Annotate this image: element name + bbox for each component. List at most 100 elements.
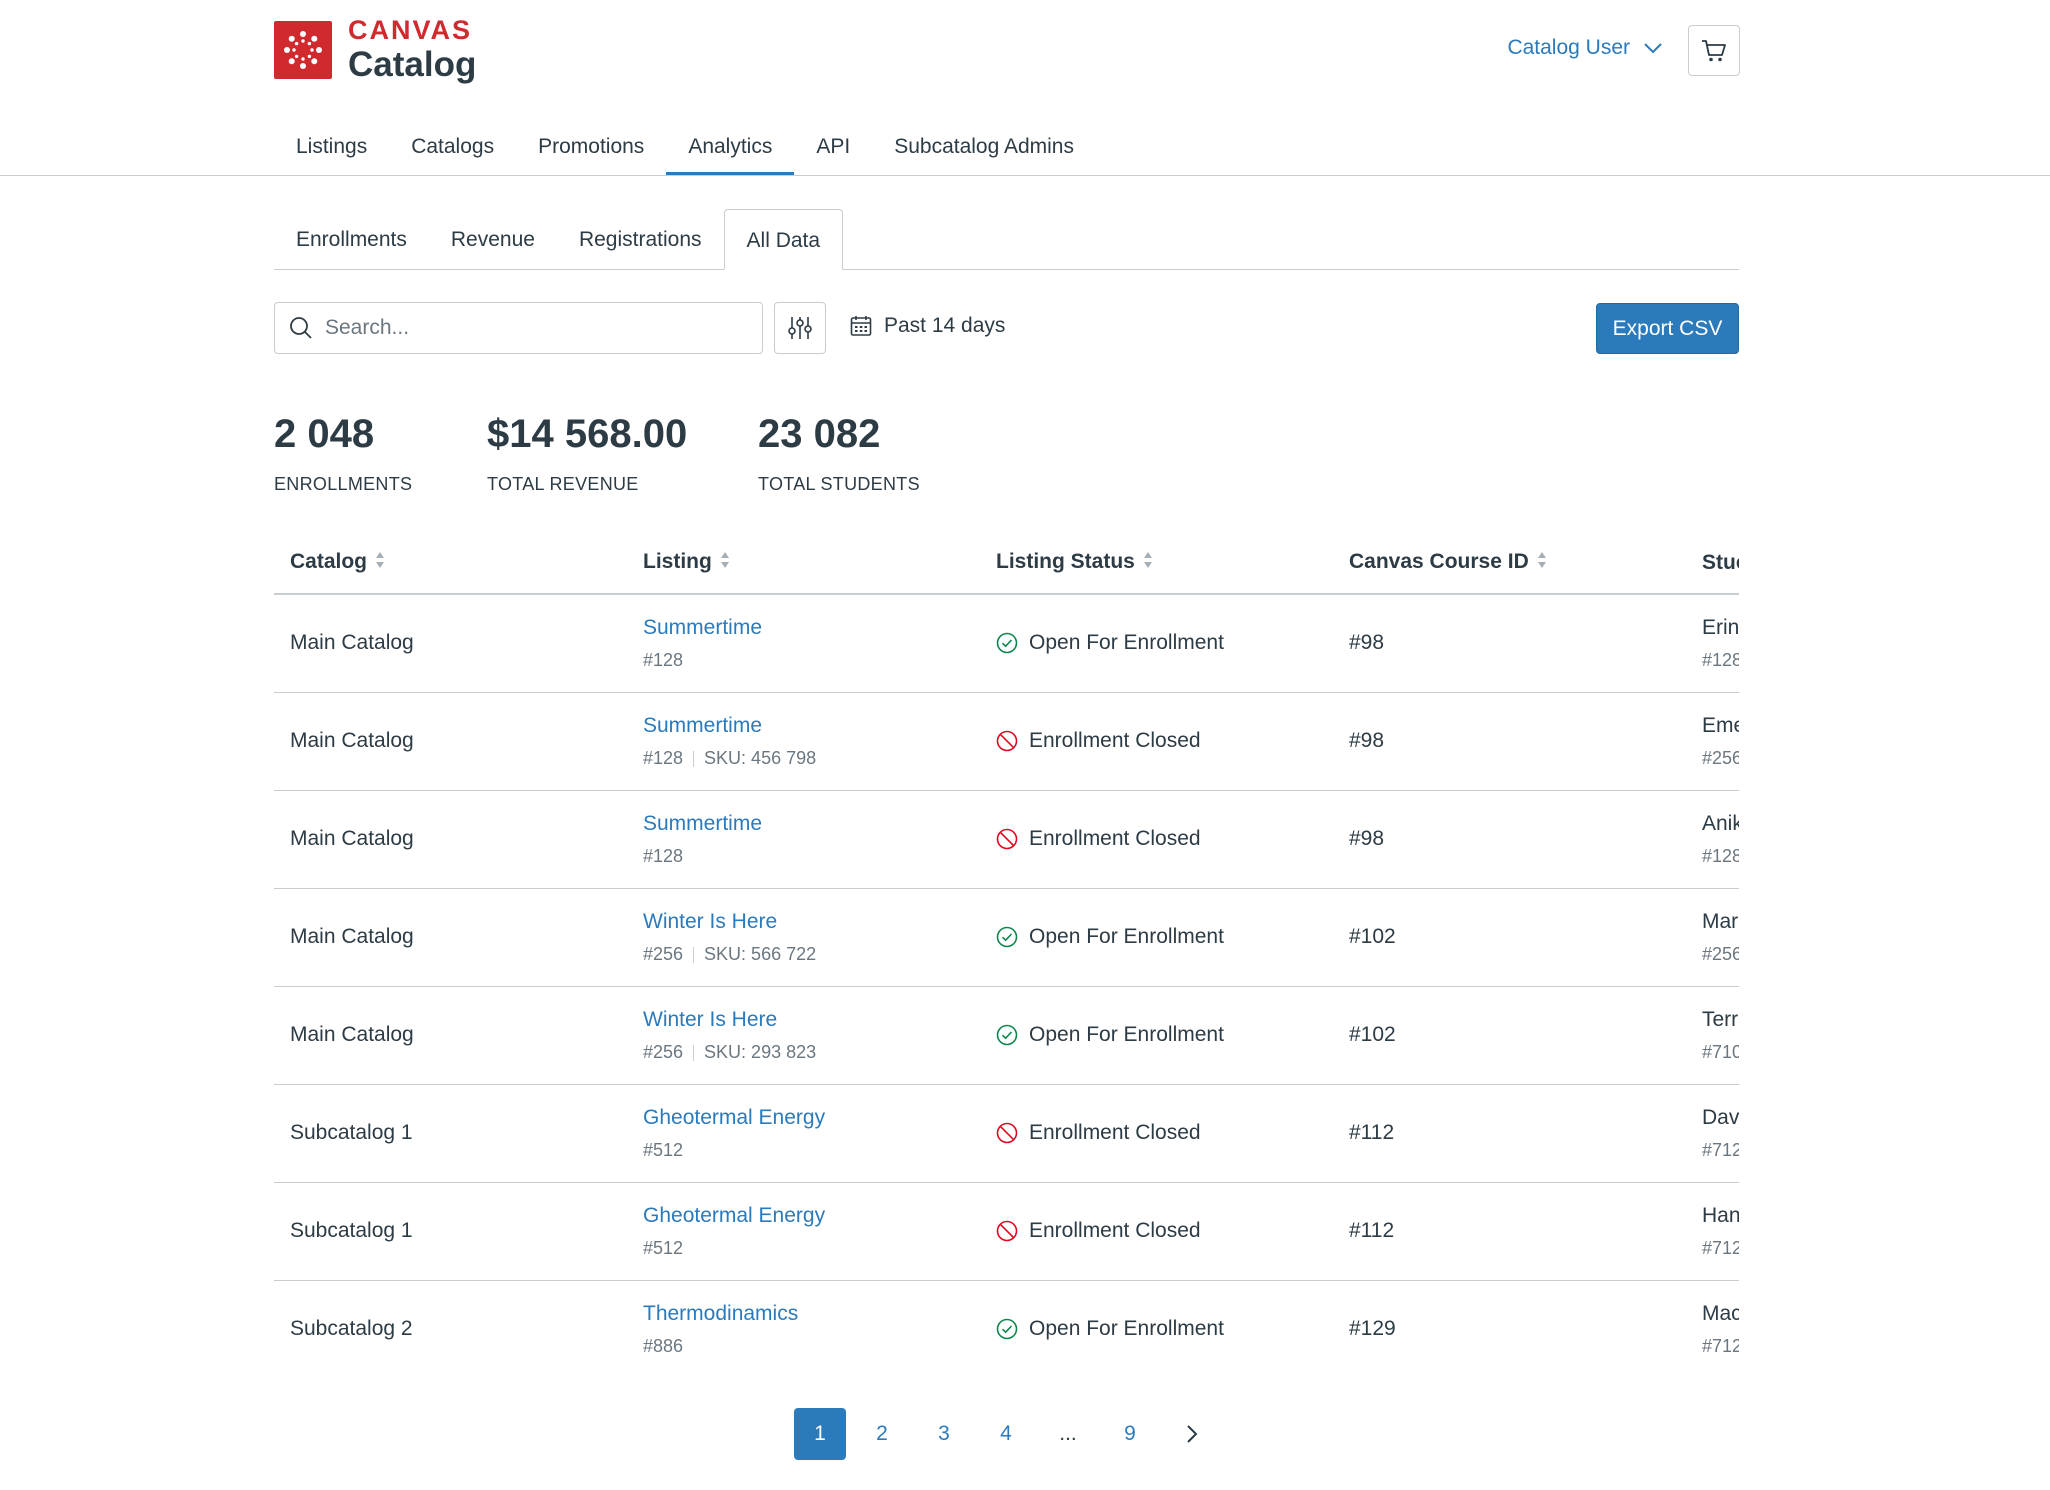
user-menu[interactable]: Catalog User: [1507, 36, 1662, 60]
cart-icon: [1702, 39, 1726, 61]
analytics-tabs: Enrollments Revenue Registrations All Da…: [274, 209, 1739, 270]
tab-enrollments[interactable]: Enrollments: [296, 228, 407, 251]
listing-meta: #128: [643, 846, 980, 867]
listing-link[interactable]: Gheotermal Energy: [643, 1106, 826, 1129]
stat-label: ENROLLMENTS: [274, 474, 413, 494]
cart-button[interactable]: [1688, 25, 1740, 76]
page-button[interactable]: 2: [876, 1422, 888, 1445]
listing-sku: SKU: 566 722: [704, 944, 817, 964]
listing-id: #256: [643, 944, 684, 964]
cell-catalog: Subcatalog 1: [274, 1182, 627, 1281]
sort-icon: [1537, 551, 1547, 575]
column-header-student[interactable]: Stuc: [1686, 532, 1739, 595]
nav-promotions[interactable]: Promotions: [538, 135, 645, 158]
table-row: Subcatalog 2 Thermodinamics #886 Open For E…: [274, 1280, 1739, 1377]
cell-status: Open For Enrollment: [980, 594, 1333, 693]
stat-label: TOTAL REVENUE: [487, 474, 639, 494]
search-box: [274, 302, 763, 354]
table-row: Main Catalog Winter Is Here #256 SKU: 293 8…: [274, 986, 1739, 1085]
meta-separator: [693, 947, 695, 964]
nav-analytics[interactable]: Analytics: [666, 130, 795, 176]
export-csv-button[interactable]: Export CSV: [1596, 303, 1739, 354]
page-button[interactable]: 4: [1000, 1422, 1012, 1445]
cell-student: Terr #710: [1686, 986, 1739, 1085]
check-circle-icon: [996, 1024, 1018, 1046]
tab-revenue[interactable]: Revenue: [450, 228, 535, 251]
listing-id: #886: [643, 1336, 684, 1356]
column-header-catalog[interactable]: Catalog: [274, 532, 627, 595]
tab-registrations[interactable]: Registrations: [578, 228, 702, 251]
cell-status: Enrollment Closed: [980, 1182, 1333, 1281]
listing-link[interactable]: Summertime: [643, 812, 763, 835]
column-header-listing-status[interactable]: Listing Status: [980, 532, 1333, 595]
student-id: #256: [1702, 944, 1739, 964]
cell-status: Enrollment Closed: [980, 790, 1333, 889]
cell-catalog: Main Catalog: [274, 594, 627, 693]
column-header-label: Listing: [643, 550, 712, 574]
status-label: Enrollment Closed: [1029, 1219, 1201, 1242]
date-range-label: Past 14 days: [884, 314, 1006, 337]
cell-listing: Summertime #128: [627, 594, 980, 693]
page-button[interactable]: 3: [938, 1422, 950, 1445]
listing-meta: #128: [643, 650, 980, 671]
search-icon: [290, 317, 312, 339]
listing-link[interactable]: Thermodinamics: [643, 1302, 799, 1325]
status-badge: Enrollment Closed: [996, 1219, 1333, 1243]
cell-student: Mac #712: [1686, 1280, 1739, 1377]
listing-link[interactable]: Summertime: [643, 616, 763, 640]
column-header-course-id[interactable]: Canvas Course ID: [1333, 532, 1686, 595]
student-id: #256: [1702, 748, 1739, 768]
filter-button[interactable]: [774, 302, 826, 354]
page-button[interactable]: 9: [1124, 1422, 1136, 1445]
student-name: Han: [1702, 1204, 1739, 1227]
sort-icon: [720, 551, 730, 575]
cell-course-id: #98: [1333, 692, 1686, 791]
column-header-label: Stuc: [1702, 550, 1739, 574]
nav-catalogs[interactable]: Catalogs: [411, 135, 495, 158]
listing-meta: #886: [643, 1336, 980, 1357]
date-range-picker[interactable]: Past 14 days: [850, 314, 1005, 338]
column-header-listing[interactable]: Listing: [627, 532, 980, 595]
listing-link[interactable]: Summertime: [643, 714, 763, 737]
stat-total-students: 23 082 TOTAL STUDENTS: [758, 408, 920, 495]
listing-meta: #512: [643, 1238, 980, 1259]
student-id: #712: [1702, 1336, 1739, 1356]
cell-status: Open For Enrollment: [980, 1280, 1333, 1377]
calendar-icon: [850, 316, 872, 336]
student-name: Eme: [1702, 714, 1739, 737]
nav-api[interactable]: API: [816, 135, 851, 158]
check-circle-icon: [996, 1318, 1018, 1340]
listing-link[interactable]: Winter Is Here: [643, 1008, 778, 1031]
data-table-container[interactable]: Catalog Listing Listing Status Canvas Co…: [274, 532, 1739, 1377]
no-entry-icon: [996, 1220, 1018, 1242]
chevron-right-icon: [1187, 1425, 1198, 1443]
nav-listings[interactable]: Listings: [296, 135, 368, 158]
status-badge: Enrollment Closed: [996, 827, 1333, 851]
status-badge: Open For Enrollment: [996, 1317, 1333, 1341]
page-button[interactable]: 1: [794, 1408, 846, 1460]
cell-listing: Summertime #128 SKU: 456 798: [627, 692, 980, 791]
status-label: Enrollment Closed: [1029, 729, 1201, 752]
search-input[interactable]: [325, 316, 745, 340]
student-name: Terr: [1702, 1008, 1739, 1031]
status-badge: Open For Enrollment: [996, 925, 1333, 949]
cell-student: Eme #256: [1686, 692, 1739, 791]
listing-meta: #256 SKU: 566 722: [643, 944, 980, 965]
student-name: Anik: [1702, 812, 1739, 835]
listing-link[interactable]: Gheotermal Energy: [643, 1204, 826, 1227]
listing-meta: #512: [643, 1140, 980, 1161]
student-name: Mar: [1702, 910, 1739, 933]
next-page-button[interactable]: [1166, 1408, 1218, 1460]
student-name: Erin: [1702, 616, 1739, 640]
nav-subcatalog-admins[interactable]: Subcatalog Admins: [894, 135, 1074, 158]
sort-icon: [375, 551, 385, 575]
cell-course-id: #112: [1333, 1084, 1686, 1183]
tab-all-data[interactable]: All Data: [723, 209, 844, 270]
cell-course-id: #98: [1333, 594, 1686, 693]
listing-link[interactable]: Winter Is Here: [643, 910, 778, 933]
cell-catalog: Main Catalog: [274, 692, 627, 791]
cell-student: Erin #128: [1686, 594, 1739, 693]
sliders-icon: [788, 317, 812, 339]
brand-logo[interactable]: CANVAS Catalog: [274, 17, 476, 82]
listing-sku: SKU: 456 798: [704, 748, 817, 768]
